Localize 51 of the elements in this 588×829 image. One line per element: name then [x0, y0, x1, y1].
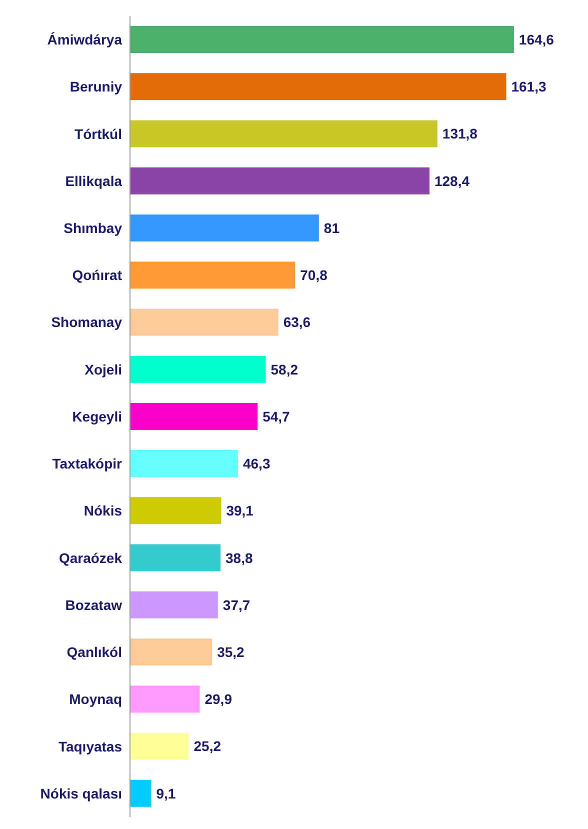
y-tick-label: Shımbay — [64, 220, 122, 236]
data-label: 58,2 — [270, 361, 298, 378]
y-tick-label: Tórtkúl — [74, 126, 122, 142]
bar — [130, 167, 430, 194]
y-tick-label: Taqıyatas — [58, 738, 122, 754]
data-label: 164,6 — [518, 31, 554, 48]
data-label: 70,8 — [300, 267, 328, 284]
data-label: 37,7 — [222, 596, 250, 613]
data-label: 128,4 — [434, 172, 470, 189]
bar — [130, 73, 506, 100]
data-label: 39,1 — [226, 502, 254, 519]
bar — [130, 686, 200, 713]
y-tick-label: Ellikqala — [65, 172, 122, 189]
bar — [130, 544, 220, 572]
data-label: 54,7 — [262, 408, 290, 424]
data-label: 131,8 — [442, 126, 478, 142]
data-label: 46,3 — [242, 456, 270, 472]
bar — [130, 308, 278, 336]
data-label: 81 — [324, 220, 340, 236]
y-tick-label: Nókis qalası — [40, 785, 122, 802]
y-tick-label: Kegeyli — [72, 408, 122, 424]
y-tick-label: Qanlıkól — [66, 644, 122, 660]
bar — [130, 26, 514, 53]
y-tick-label: Ámiwdárya — [47, 32, 122, 48]
y-tick-label: Beruniy — [70, 78, 122, 95]
y-tick-label: Moynaq — [69, 691, 122, 708]
bar — [130, 356, 266, 383]
data-label: 38,8 — [226, 550, 253, 566]
data-label: 9,1 — [156, 785, 176, 802]
y-tick-label: Bozataw — [65, 596, 122, 613]
y-tick-label: Taxtakópir — [52, 456, 123, 472]
y-tick-label: Qaraózek — [58, 550, 122, 566]
y-tick-label: Xojeli — [84, 361, 122, 378]
bar — [130, 262, 296, 289]
bar — [130, 214, 319, 242]
y-tick-label: Shomanay — [51, 314, 122, 330]
bar — [130, 450, 238, 478]
y-tick-label: Qońırat — [72, 267, 122, 284]
bar — [130, 497, 222, 524]
bar — [130, 780, 152, 807]
data-label: 29,9 — [204, 691, 232, 708]
bar — [130, 402, 258, 430]
data-label: 161,3 — [511, 78, 546, 95]
data-label: 35,2 — [217, 644, 245, 660]
bar — [130, 120, 438, 148]
data-label: 63,6 — [283, 314, 311, 330]
y-tick-label: Nókis — [84, 502, 122, 519]
bar — [130, 591, 218, 618]
bar — [130, 732, 189, 760]
bar — [130, 638, 212, 666]
data-label: 25,2 — [194, 738, 222, 754]
